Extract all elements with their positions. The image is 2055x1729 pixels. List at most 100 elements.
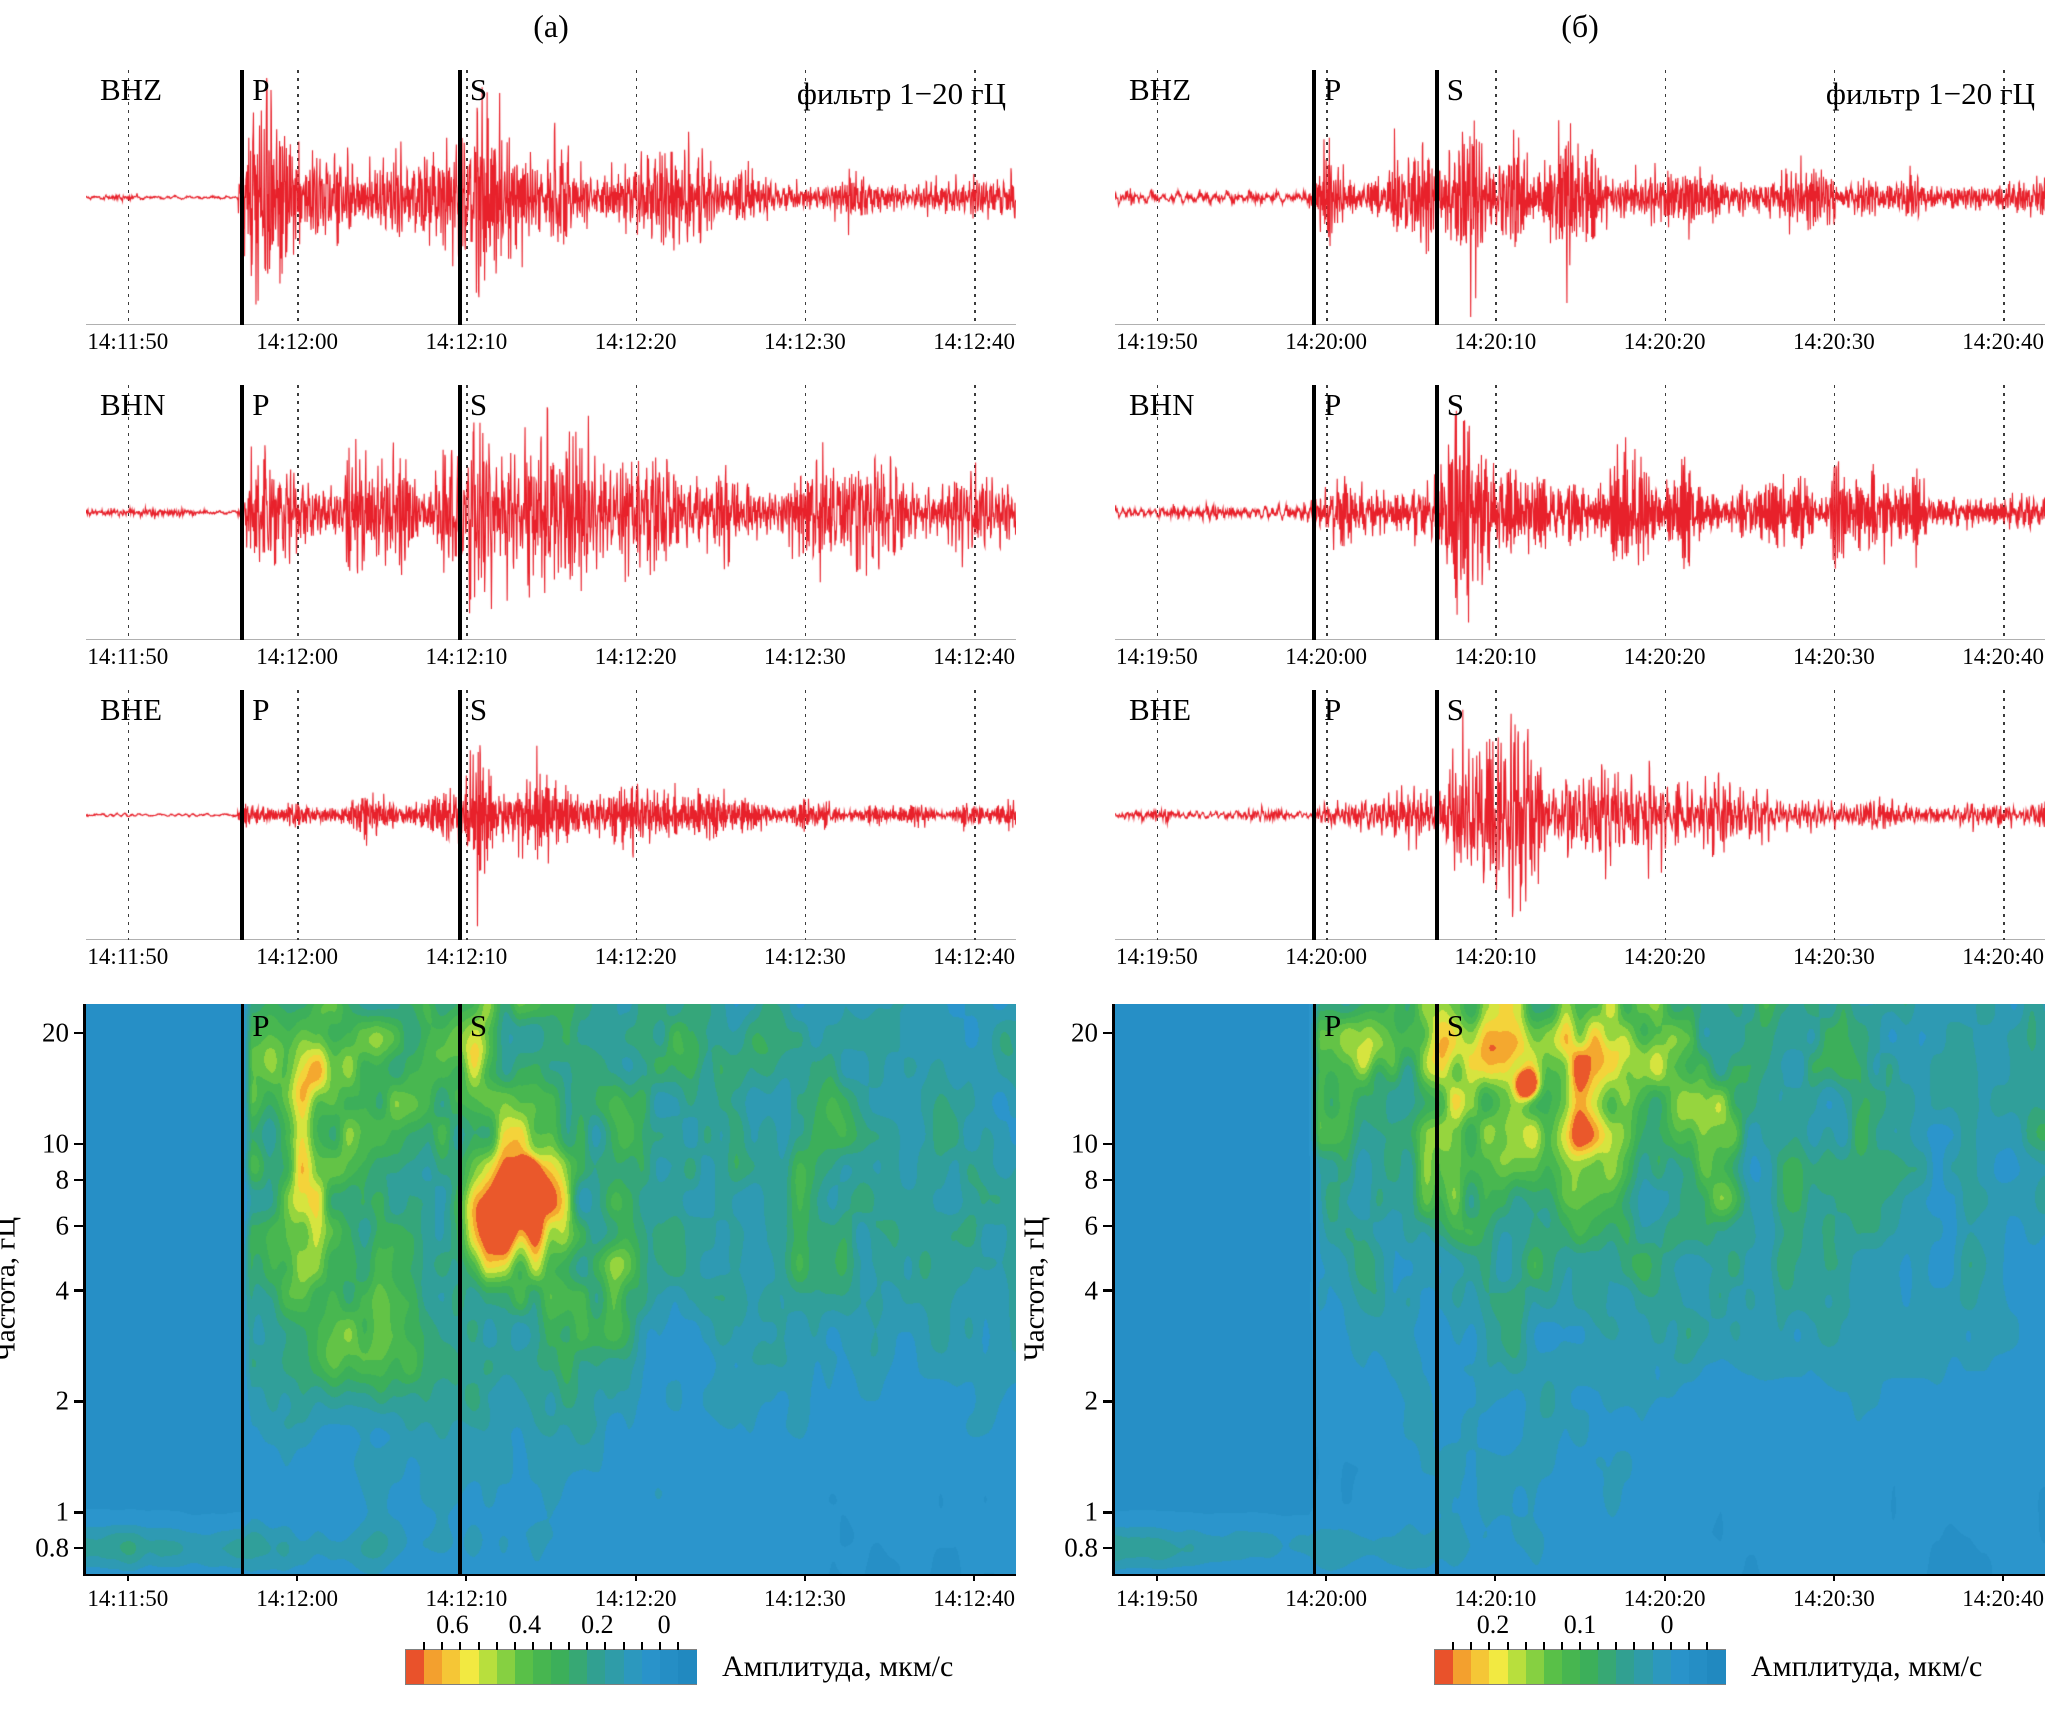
colorbar-cell	[1634, 1650, 1653, 1684]
time-tick	[1832, 1574, 1835, 1581]
colorbar-cell	[605, 1650, 624, 1684]
time-tick-label: 14:12:30	[763, 329, 846, 354]
time-tick-label: 14:11:50	[87, 944, 169, 969]
colorbar-tick	[513, 1642, 516, 1650]
p-phase-label: P	[1324, 1008, 1342, 1043]
s-phase-label: S	[1446, 387, 1465, 422]
colorbar-tick-label: 0.6	[436, 1610, 469, 1639]
colorbar-tick	[1542, 1642, 1545, 1650]
s-pick-line	[457, 70, 462, 325]
time-tick	[126, 1574, 129, 1581]
freq-tick-label: 2	[55, 1385, 70, 1416]
time-tick-label: 14:19:50	[1115, 644, 1198, 669]
colorbar-tick	[1669, 1642, 1672, 1650]
freq-tick-label: 1	[55, 1496, 70, 1527]
colorbar-tick	[658, 1642, 661, 1650]
colorbar-cell	[641, 1650, 661, 1684]
channel-label: BHE	[1129, 692, 1191, 727]
time-tick	[1155, 1574, 1158, 1581]
time-tick-label: 14:20:20	[1623, 1586, 1706, 1611]
time-tick-label: 14:12:00	[256, 1586, 338, 1611]
colorbar-cell	[424, 1650, 443, 1684]
p-phase-label: P	[1324, 692, 1342, 727]
freq-tick	[74, 1178, 84, 1181]
p-phase-label: P	[252, 1008, 270, 1043]
p-pick-line	[1312, 385, 1317, 640]
colorbar-cell	[460, 1650, 479, 1684]
time-tick-label: 14:12:30	[763, 944, 846, 969]
time-tick-label: 14:20:10	[1454, 944, 1537, 969]
colorbar-tick	[1470, 1642, 1473, 1650]
colorbar-tick	[1506, 1642, 1509, 1650]
freq-tick	[74, 1289, 84, 1292]
freq-tick	[74, 1400, 84, 1403]
freq-tick	[74, 1142, 84, 1146]
channel-label: BHN	[1129, 387, 1195, 422]
channel-label: BHZ	[100, 72, 162, 107]
time-tick	[2002, 1574, 2005, 1581]
time-tick-label: 14:12:40	[933, 644, 1016, 669]
time-tick-label: 14:12:10	[425, 1586, 508, 1611]
time-axis-line	[83, 1574, 1016, 1576]
colorbar-caption: Амплитуда, мкм/с	[1751, 1650, 1983, 1683]
time-tick-label: 14:12:30	[763, 644, 846, 669]
colorbar-tick	[1705, 1642, 1708, 1650]
freq-axis-title: Частота, гЦ	[1018, 1216, 1051, 1362]
time-tick	[465, 1574, 468, 1581]
panel-header: (б)	[1561, 8, 1599, 44]
trace-panel: BHN P S	[1115, 385, 2045, 640]
colorbar-tick	[568, 1642, 571, 1650]
colorbar	[1434, 1649, 1726, 1685]
time-tick-label: 14:12:10	[425, 644, 508, 669]
colorbar-tick	[1633, 1642, 1636, 1650]
colorbar-cell	[1616, 1650, 1635, 1684]
time-tick-label: 14:12:40	[933, 329, 1016, 354]
colorbar-tick-label: 0	[1660, 1610, 1674, 1639]
colorbar-tick	[1488, 1642, 1491, 1650]
s-pick-line	[1435, 1004, 1439, 1574]
freq-tick	[74, 1031, 84, 1035]
colorbar-cell	[1453, 1650, 1472, 1684]
colorbar-cell	[1489, 1650, 1508, 1684]
colorbar-cell	[623, 1650, 643, 1684]
colorbar-tick	[1651, 1642, 1654, 1650]
time-tick-label: 14:12:10	[425, 944, 508, 969]
time-tick-label: 14:12:20	[594, 944, 677, 969]
colorbar-tick	[1579, 1642, 1581, 1650]
colorbar-tick	[1597, 1642, 1600, 1650]
freq-tick-label: 8	[1084, 1164, 1099, 1195]
colorbar-tick	[622, 1642, 625, 1650]
colorbar-cell	[659, 1650, 679, 1684]
colorbar-cell	[1471, 1650, 1490, 1684]
time-tick-label: 14:11:50	[87, 644, 169, 669]
colorbar-cell	[587, 1650, 606, 1684]
freq-tick-label: 6	[1084, 1210, 1099, 1241]
freq-tick-label: 4	[1084, 1275, 1099, 1306]
seismogram-canvas	[1115, 690, 2045, 940]
freq-tick	[74, 1511, 84, 1514]
colorbar-tick	[1687, 1642, 1690, 1650]
colorbar-tick	[423, 1642, 426, 1650]
s-phase-label: S	[469, 692, 488, 727]
p-phase-label: P	[1324, 387, 1342, 422]
freq-tick-label: 8	[55, 1164, 70, 1195]
p-pick-line	[240, 70, 245, 325]
seismogram-canvas	[1115, 70, 2045, 325]
time-tick	[803, 1574, 806, 1581]
time-tick	[296, 1574, 299, 1581]
colorbar-tick-label: 0.1	[1563, 1610, 1597, 1639]
colorbar-tick	[640, 1642, 643, 1650]
time-tick-label: 14:20:00	[1285, 1586, 1367, 1611]
time-tick-label: 14:12:40	[933, 1586, 1016, 1611]
time-tick	[973, 1574, 976, 1581]
s-phase-label: S	[469, 1008, 488, 1043]
colorbar-tick	[1452, 1642, 1455, 1650]
s-phase-label: S	[469, 387, 488, 422]
colorbar-tick	[459, 1642, 462, 1650]
s-phase-label: S	[1446, 1008, 1465, 1043]
colorbar-cell	[1670, 1650, 1690, 1684]
colorbar-cell	[1706, 1650, 1726, 1684]
